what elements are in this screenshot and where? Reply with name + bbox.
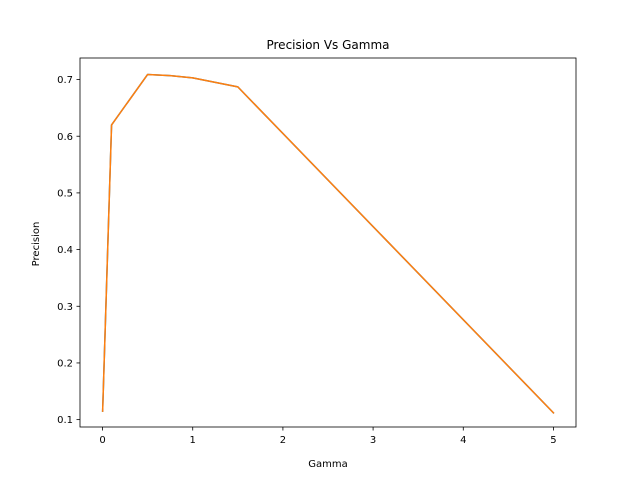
axes-frame	[79, 57, 577, 428]
y-tick-label: 0.7	[57, 75, 73, 86]
y-tick-label: 0.6	[57, 132, 73, 143]
x-tick-label: 0	[99, 435, 105, 446]
y-axis-label: Precision	[31, 222, 42, 267]
y-tick-label: 0.2	[57, 359, 73, 370]
plot-area: 0 1 2 3 4 5 0.1 0.2 0.3 0.4 0.5 0.6 0.7	[57, 57, 577, 446]
y-tick-label: 0.5	[57, 189, 73, 200]
y-tick-label: 0.1	[57, 415, 73, 426]
chart-title: Precision Vs Gamma	[266, 38, 389, 52]
x-tick-label: 2	[280, 435, 286, 446]
series-line-1	[101, 73, 555, 414]
x-tick-label: 3	[370, 435, 376, 446]
x-tick-label: 1	[190, 435, 196, 446]
y-tick-label: 0.4	[57, 245, 73, 256]
y-tick-label: 0.3	[57, 302, 73, 313]
x-axis-label: Gamma	[308, 459, 348, 470]
x-tick-label: 4	[460, 435, 466, 446]
x-tick-label: 5	[550, 435, 556, 446]
series-line-2	[101, 73, 555, 414]
